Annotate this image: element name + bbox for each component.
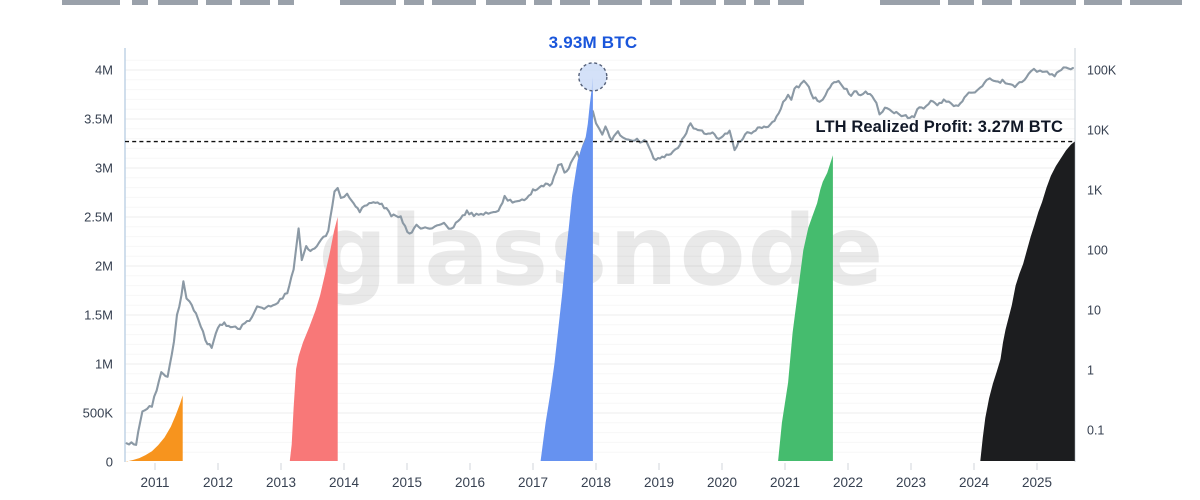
truncated-title-fragment (680, 0, 716, 5)
left-axis-tick-label: 3.5M (84, 112, 113, 127)
left-axis-tick-label: 4M (95, 63, 113, 78)
price-line (125, 66, 1074, 446)
truncated-title-fragment (158, 0, 198, 5)
area-cycle-2025 (980, 141, 1075, 461)
right-axis-tick-label: 100 (1087, 244, 1108, 258)
area-cycle-2011 (126, 395, 183, 462)
truncated-title-fragment (486, 0, 526, 5)
left-axis-tick-label: 0 (106, 455, 113, 470)
area-cycle-2021 (778, 155, 833, 462)
truncated-title-fragment (534, 0, 552, 5)
left-axis-tick-label: 1.5M (84, 308, 113, 323)
right-axis-tick-label: 0.1 (1087, 424, 1104, 438)
truncated-title-fragment (650, 0, 672, 5)
x-axis-tick-label: 2022 (833, 475, 863, 490)
truncated-title-fragment (62, 0, 120, 5)
truncated-title-fragment (1084, 0, 1122, 5)
right-axis-tick-label: 10K (1087, 124, 1110, 138)
right-axis-tick-label: 1 (1087, 364, 1094, 378)
x-axis-tick-label: 2024 (959, 475, 990, 490)
right-axis-tick-label: 10 (1087, 304, 1101, 318)
truncated-title-fragment (724, 0, 746, 5)
truncated-title-fragment (880, 0, 940, 5)
left-axis-tick-label: 3M (95, 161, 113, 176)
x-axis-tick-label: 2013 (266, 475, 296, 490)
truncated-title-fragment (598, 0, 642, 5)
peak-value-label: 3.93M BTC (548, 33, 638, 52)
truncated-title-fragment (240, 0, 270, 5)
x-axis-tick-label: 2016 (455, 475, 485, 490)
x-axis-tick-label: 2017 (518, 475, 548, 490)
truncated-title-fragment (206, 0, 232, 5)
area-cycle-2017 (540, 76, 593, 462)
truncated-title-fragment (132, 0, 148, 5)
x-axis-tick-label: 2021 (770, 475, 800, 490)
left-axis-tick-label: 500K (83, 406, 114, 421)
truncated-title-fragment (1020, 0, 1076, 5)
truncated-title-fragment (278, 0, 294, 5)
watermark-text: glassnode (319, 195, 886, 307)
x-axis-tick-label: 2012 (203, 475, 233, 490)
truncated-title-fragment (340, 0, 396, 5)
x-axis-tick-label: 2025 (1022, 475, 1052, 490)
peak-highlight-circle (578, 62, 608, 92)
x-axis-tick-label: 2020 (707, 475, 737, 490)
truncated-title-fragment (560, 0, 590, 5)
truncated-title-fragment (948, 0, 974, 5)
truncated-title-fragment (754, 0, 770, 5)
lth-realized-profit-label: LTH Realized Profit: 3.27M BTC (815, 118, 1063, 136)
x-axis-tick-label: 2018 (581, 475, 611, 490)
truncated-title-fragment (982, 0, 1012, 5)
right-axis-tick-label: 1K (1087, 184, 1103, 198)
x-axis-tick-label: 2014 (329, 475, 360, 490)
truncated-title-fragment (1130, 0, 1182, 5)
left-axis-tick-label: 2.5M (84, 210, 113, 225)
right-axis-tick-label: 100K (1087, 64, 1117, 78)
x-axis-tick-label: 2023 (896, 475, 926, 490)
left-axis-tick-label: 2M (95, 259, 113, 274)
x-axis-tick-label: 2019 (644, 475, 674, 490)
truncated-title-fragment (778, 0, 804, 5)
truncated-title-fragment (432, 0, 476, 5)
truncated-title-fragment (404, 0, 424, 5)
x-axis-tick-label: 2011 (140, 475, 169, 490)
area-cycle-2013 (289, 217, 338, 461)
left-axis-tick-label: 1M (95, 357, 113, 372)
x-axis-tick-label: 2015 (392, 475, 422, 490)
